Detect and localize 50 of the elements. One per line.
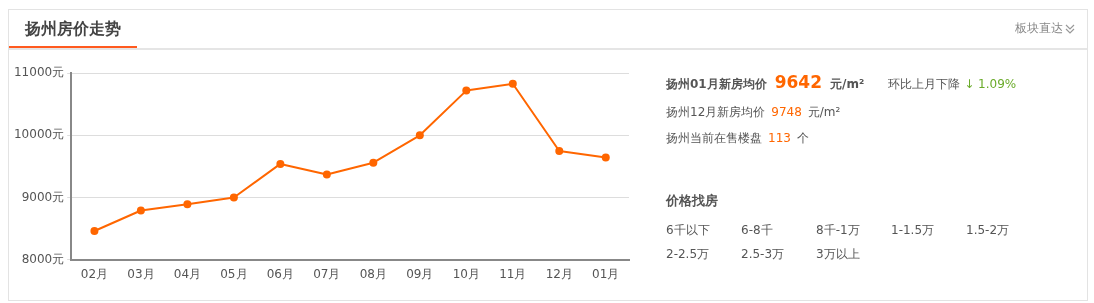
text: 元/m² [807,105,841,119]
y-tick-label: 8000元 [21,251,65,266]
x-tick-label: 10月 [452,266,480,281]
text: 8千-1万 [816,222,861,239]
text: 扬州12月新房均价 [666,105,766,119]
x-tick-label: 12月 [545,266,573,281]
point [322,170,331,179]
text: 2-2.5万 [666,246,711,263]
text: 2.5-3万 [741,246,786,263]
x-tick-label: 11月 [499,266,527,281]
text: 6千以下 [666,222,711,239]
text: 1-1.5万 [891,222,936,239]
point [555,146,564,155]
x-tick-label: 07月 [313,266,341,281]
text: 个 [796,131,809,145]
x-tick-label: 01月 [592,266,620,281]
x-tick-label: 09月 [406,266,434,281]
point [183,200,192,209]
x-tick-label: 02月 [80,266,109,281]
text: 3万以上 [816,246,861,263]
text: 6-8千 [741,222,774,239]
text: 113 [768,131,791,145]
text: 扬州01月新房均价 [666,76,767,93]
y-tick-label: 9000元 [21,189,65,204]
x-tick-label: 08月 [359,266,387,281]
x-tick-label: 06月 [266,266,294,281]
x-tick-label: 04月 [173,266,202,281]
point [369,158,378,167]
text: 价格找房 [666,192,719,210]
text: 板块直达 [1015,20,1063,37]
text: ↓ 1.09% [964,77,1017,91]
point [601,153,610,162]
text: 扬州当前在售楼盘 [666,131,762,145]
y-tick-label: 11000元 [13,65,65,80]
point [508,79,517,88]
x-tick-label: 03月 [127,266,155,281]
point [229,193,238,202]
chart-title: 扬州房价走势 [25,19,121,38]
text: 元/m² [830,76,865,93]
y-tick-label: 10000元 [13,127,65,142]
point [415,131,424,140]
point [276,159,285,168]
text: 环比上月下降 [888,76,961,93]
x-tick-label: 05月 [220,266,248,281]
text: 9642 [774,72,823,92]
text: 9748 [771,105,802,119]
point [462,86,471,95]
point [90,227,99,236]
point [136,206,145,215]
text: 1.5-2万 [966,222,1011,239]
